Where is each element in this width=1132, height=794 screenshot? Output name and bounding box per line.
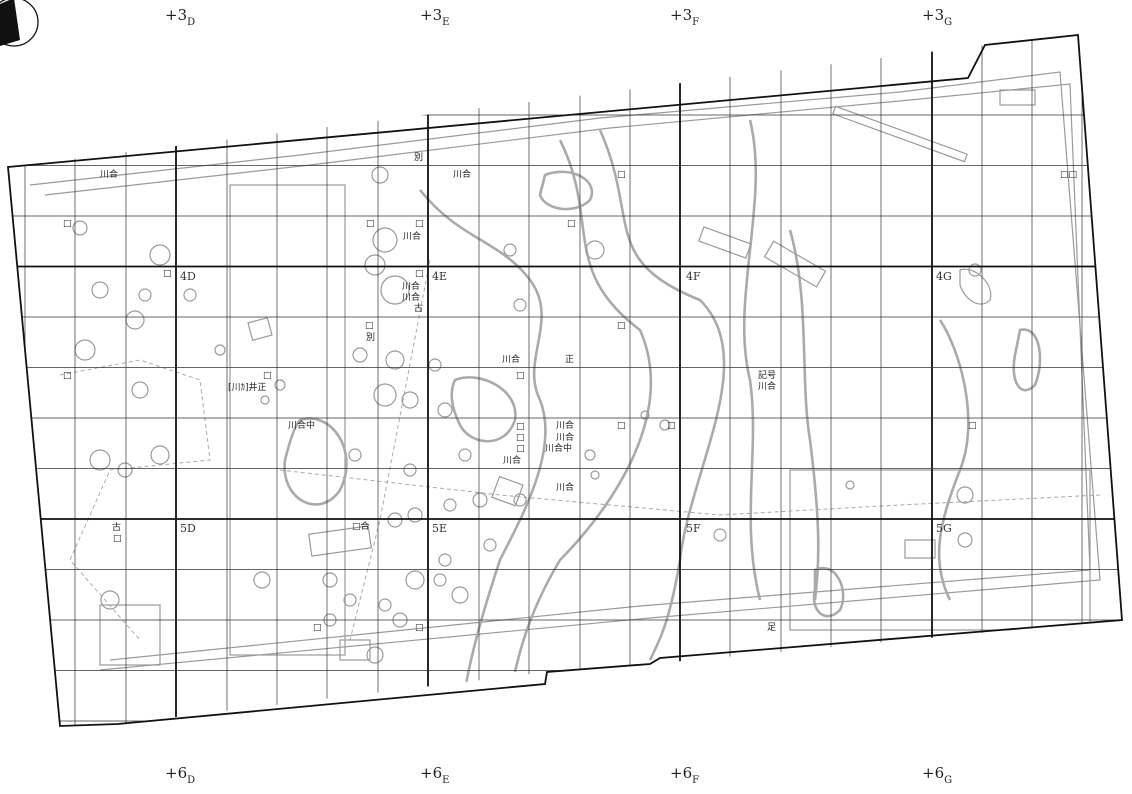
annotation: □ [365, 321, 374, 331]
annotation: 川合中 [545, 442, 572, 454]
annotation: □ [516, 422, 525, 432]
svg-text:+6G: +6G [922, 764, 952, 786]
grid-ref-6E: +6E [420, 764, 449, 786]
annotations: 川合 別 川合 □ □□ □ □ □ 川合 □ □ □ 川合 川合 古 □ 別 … [63, 152, 1077, 633]
annotation: □ [415, 269, 424, 279]
annotation: □ [617, 170, 626, 180]
annotation: 記号 [758, 369, 776, 381]
annotation: 川合 [556, 431, 574, 443]
annotation: 川合 [402, 291, 420, 303]
annotation: □ [617, 421, 626, 431]
cell-label-5F: 5F [686, 522, 701, 535]
annotation: □ [113, 534, 122, 544]
annotation: 川合 [502, 353, 520, 365]
grid-ref-6G: +6G [922, 764, 952, 786]
cell-label-4F: 4F [686, 270, 701, 283]
annotation: 川合 [100, 168, 118, 180]
annotation: □ [415, 623, 424, 633]
cell-label-4D: 4D [180, 270, 196, 283]
annotation: 別 [414, 152, 423, 163]
annotation: □ [415, 219, 424, 229]
svg-text:+3F: +3F [670, 6, 699, 28]
annotation: □ [63, 219, 72, 229]
grid-ref-3F: +3F [670, 6, 699, 28]
svg-text:+3E: +3E [420, 6, 449, 28]
annotation: □ [516, 444, 525, 454]
grid-ref-6F: +6F [670, 764, 699, 786]
annotation: 正 [565, 355, 574, 365]
site-boundary [7, 34, 1123, 727]
annotation: 川合 [556, 419, 574, 431]
cell-label-5G: 5G [936, 522, 952, 535]
svg-text:+6F: +6F [670, 764, 699, 786]
annotation: □ [313, 623, 322, 633]
survey-features [29, 71, 1101, 691]
annotation: □ [968, 421, 977, 431]
annotation: 別 [366, 332, 375, 343]
svg-text:+6D: +6D [165, 764, 195, 786]
annotation: □ [163, 269, 172, 279]
annotation: 川合 [556, 481, 574, 493]
annotation: □合 [352, 520, 370, 532]
annotation: 川合 [758, 380, 776, 392]
annotation: 川合 [453, 168, 471, 180]
cell-label-5D: 5D [180, 522, 196, 535]
north-arrow-icon [0, 0, 39, 47]
annotation: [川ｶ]井正 [228, 381, 267, 393]
annotation: □ [263, 371, 272, 381]
grid-ref-3G: +3G [922, 6, 952, 28]
annotation: 川合 [402, 280, 420, 292]
annotation: □ [516, 371, 525, 381]
annotation: □ [366, 219, 375, 229]
svg-text:+6E: +6E [420, 764, 449, 786]
annotation: □ [516, 433, 525, 443]
annotation: 古 [414, 302, 423, 314]
annotation: 川合中 [288, 419, 315, 431]
grid-ref-6D: +6D [165, 764, 195, 786]
annotation: 古 [112, 521, 121, 533]
annotation: □ [63, 371, 72, 381]
cell-label-4E: 4E [432, 270, 447, 283]
svg-text:+3D: +3D [165, 6, 195, 28]
annotation: □ [667, 421, 676, 431]
cell-label-5E: 5E [432, 522, 447, 535]
annotation: 足 [767, 622, 776, 633]
annotation: □ [567, 219, 576, 229]
cell-label-4G: 4G [936, 270, 952, 283]
svg-text:+3G: +3G [922, 6, 952, 28]
grid-ref-3D: +3D [165, 6, 195, 28]
annotation: □ [617, 321, 626, 331]
annotation: □□ [1060, 170, 1077, 180]
grid-ref-3E: +3E [420, 6, 449, 28]
annotation: 川合 [503, 454, 521, 466]
annotation: 川合 [403, 230, 421, 242]
